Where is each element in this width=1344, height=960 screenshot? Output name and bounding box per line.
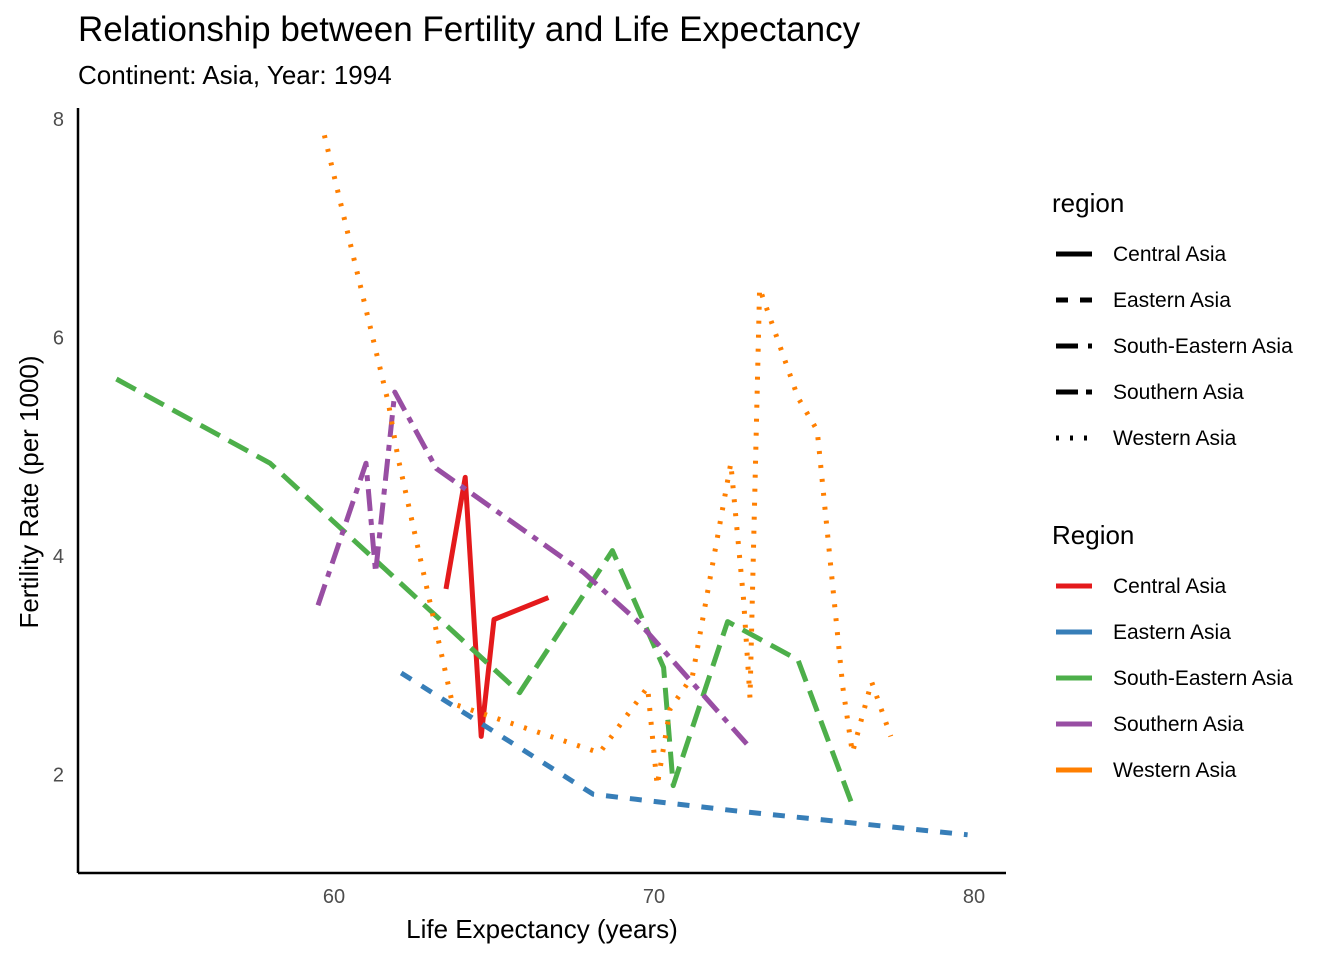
- series-line-western-asia: [321, 134, 894, 789]
- legend-label-region-eastern-asia: Eastern Asia: [1113, 289, 1231, 312]
- x-tick-label-70: 70: [643, 886, 665, 908]
- series-line-eastern-asia: [399, 670, 968, 838]
- plot-lines: [115, 134, 968, 838]
- chart-title: Relationship between Fertility and Life …: [78, 10, 861, 49]
- x-axis-ticks: 60 70 80: [323, 886, 985, 908]
- legend-label-region-central-asia: Central Asia: [1113, 575, 1227, 598]
- legend-label-region-eastern-asia: Eastern Asia: [1113, 621, 1231, 644]
- legend-label-region-southern-asia: Southern Asia: [1113, 381, 1244, 404]
- y-tick-label-8: 8: [53, 109, 64, 131]
- x-tick-label-60: 60: [323, 886, 345, 908]
- legend-label-region-central-asia: Central Asia: [1113, 243, 1227, 266]
- y-tick-label-4: 4: [53, 546, 64, 568]
- legend-label-region-southern-asia: Southern Asia: [1113, 713, 1244, 736]
- chart-subtitle: Continent: Asia, Year: 1994: [78, 60, 392, 90]
- legend-label-region-western-asia: Western Asia: [1113, 759, 1237, 782]
- series-line-central-asia: [443, 474, 550, 739]
- legend-label-region-south-eastern-asia: South-Eastern Asia: [1113, 335, 1293, 358]
- legend-title-1: region: [1052, 188, 1124, 218]
- x-tick-label-80: 80: [963, 886, 985, 908]
- series-line-southern-asia: [315, 389, 749, 746]
- y-tick-label-6: 6: [53, 328, 64, 350]
- series-line-south-eastern-asia: [115, 376, 855, 807]
- legends: region Central Asia Eastern Asia South-East…: [1052, 188, 1293, 782]
- y-axis-ticks: 2 4 6 8: [53, 109, 64, 787]
- legend-label-region-south-eastern-asia: South-Eastern Asia: [1113, 667, 1293, 690]
- legend-label-region-western-asia: Western Asia: [1113, 427, 1237, 450]
- x-axis-title: Life Expectancy (years): [406, 914, 678, 944]
- y-axis-title: Fertility Rate (per 1000): [14, 355, 44, 628]
- y-tick-label-2: 2: [53, 765, 64, 787]
- legend-title-2: Region: [1052, 520, 1134, 550]
